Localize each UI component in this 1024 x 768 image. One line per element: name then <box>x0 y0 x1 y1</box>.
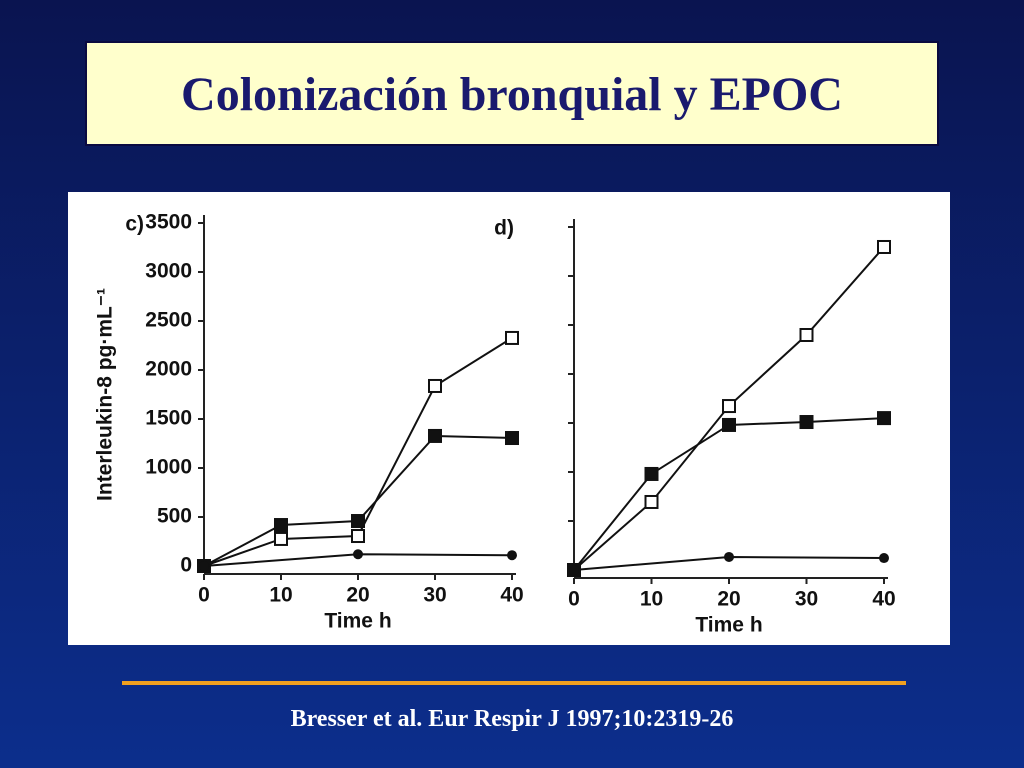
marker <box>274 518 288 533</box>
marker <box>199 561 209 571</box>
marker <box>879 553 889 564</box>
y-tick-label: 2500 <box>145 309 192 332</box>
y-tick-label: 0 <box>180 554 192 577</box>
marker <box>569 565 579 575</box>
marker <box>724 551 734 562</box>
x-tick-label: 20 <box>346 584 369 607</box>
marker <box>877 411 891 426</box>
panel-label: c) <box>125 213 144 236</box>
marker <box>505 431 519 446</box>
marker <box>644 466 659 481</box>
x-tick-label: 0 <box>198 584 210 607</box>
marker <box>274 531 288 546</box>
marker <box>351 514 365 529</box>
x-tick-label: 40 <box>872 588 895 611</box>
marker <box>507 550 517 561</box>
x-axis-label: Time h <box>324 610 391 633</box>
marker <box>722 399 736 414</box>
x-tick-label: 20 <box>717 588 740 611</box>
marker <box>428 378 442 393</box>
y-tick-label: 3500 <box>145 211 192 234</box>
x-tick-label: 30 <box>795 588 818 611</box>
x-tick-label: 10 <box>640 588 663 611</box>
slide-title: Colonización bronquial y EPOC <box>181 68 843 121</box>
marker <box>644 494 659 509</box>
y-tick-label: 3000 <box>145 260 192 283</box>
x-axis-label: Time h <box>695 614 762 637</box>
marker <box>505 330 519 345</box>
marker <box>722 417 736 432</box>
marker <box>428 428 442 443</box>
marker <box>353 549 363 560</box>
x-tick-label: 40 <box>500 584 523 607</box>
x-tick-label: 10 <box>269 584 292 607</box>
y-tick-label: 1500 <box>145 407 192 430</box>
marker <box>877 239 891 254</box>
title-box <box>85 41 939 146</box>
x-tick-label: 0 <box>568 588 580 611</box>
x-tick-label: 30 <box>423 584 446 607</box>
y-axis-label: Interleukin-8 pg·mL⁻¹ <box>94 288 117 501</box>
panel-label: d) <box>494 217 514 240</box>
citation: Bresser et al. Eur Respir J 1997;10:2319… <box>291 706 734 732</box>
marker <box>799 327 814 342</box>
y-tick-label: 2000 <box>145 358 192 381</box>
y-tick-label: 500 <box>157 505 192 528</box>
y-tick-label: 1000 <box>145 456 192 479</box>
marker <box>351 529 365 544</box>
marker <box>799 415 814 430</box>
